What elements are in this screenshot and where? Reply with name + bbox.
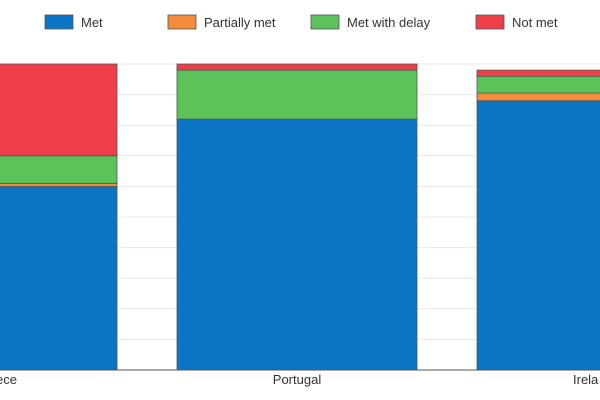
x-axis: ece Portugal Irela — [0, 369, 600, 387]
bar-greece-met — [0, 185, 118, 371]
bar-ireland-not-met — [476, 69, 600, 77]
legend-item-not-met: Not met — [475, 14, 558, 30]
x-tick-label: Portugal — [273, 372, 322, 387]
bar-ireland-met — [476, 100, 600, 371]
legend: Met Partially met Met with delay Not met — [44, 14, 558, 30]
legend-label-partially-met: Partially met — [204, 15, 276, 30]
legend-item-partially-met: Partially met — [167, 14, 276, 30]
bar-ireland-met-with-delay — [476, 75, 600, 94]
legend-swatch-partially-met — [167, 14, 197, 30]
legend-label-not-met: Not met — [512, 15, 558, 30]
bar-portugal-met-with-delay — [176, 69, 418, 120]
legend-label-met-with-delay: Met with delay — [347, 15, 431, 30]
bar-greece-met-with-delay — [0, 155, 118, 184]
bars — [0, 63, 600, 371]
x-tick-label: ece — [0, 372, 17, 387]
legend-swatch-not-met — [475, 14, 505, 30]
bar-portugal-not-met — [176, 63, 418, 71]
legend-item-met-with-delay: Met with delay — [310, 14, 431, 30]
bar-greece-not-met — [0, 63, 118, 157]
legend-label-met: Met — [81, 15, 103, 30]
bar-greece-partially-met — [0, 182, 118, 187]
bar-portugal-met — [176, 118, 418, 371]
x-tick-label: Irela — [573, 372, 599, 387]
legend-swatch-met — [44, 14, 74, 30]
legend-swatch-met-with-delay — [310, 14, 340, 30]
bar-ireland-partially-met — [476, 92, 600, 102]
legend-item-met: Met — [44, 14, 103, 30]
